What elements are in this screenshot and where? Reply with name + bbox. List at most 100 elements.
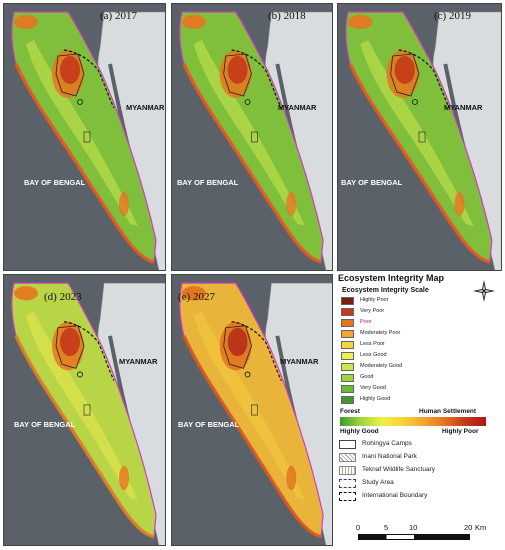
bay-of-bengal-label: BAY OF BENGAL — [341, 178, 403, 187]
myanmar-label: MYANMAR — [126, 103, 165, 112]
gradient-label-settlement: Human Settlement — [419, 408, 477, 415]
coastal-strip — [14, 63, 155, 264]
map-panel-2017: (a) 2017 MYANMAR BAY OF BENGAL — [3, 3, 166, 271]
coastal-strip — [182, 63, 322, 264]
legend-overlay-item: Inani National Park — [339, 452, 489, 464]
camp-marker — [244, 99, 251, 105]
gradient-label-highly-good: Highly Good — [340, 428, 379, 435]
legend-class-item: Less Good — [341, 351, 451, 361]
mid-integrity-zone — [193, 40, 306, 226]
camp-marker — [77, 99, 83, 105]
hotspot-core — [227, 56, 248, 84]
mid-integrity-zone — [360, 40, 474, 226]
panel-label: (d) 2023 — [44, 291, 82, 303]
legend-swatch — [341, 297, 354, 305]
legend-overlay-item: International Boundary — [339, 491, 489, 503]
hotspot-south — [286, 465, 297, 491]
legend-class-item: Moderately Good — [341, 362, 451, 372]
hotspot-south — [119, 192, 129, 216]
hotspot-core — [394, 56, 415, 84]
legend-title: Ecosystem Integrity Map — [338, 273, 445, 283]
legend-class-label: Highly Good — [360, 396, 391, 402]
myanmar-label: MYANMAR — [280, 357, 319, 366]
legend-class-label: Moderately Good — [360, 363, 403, 369]
map-panel-2019: (c) 2019 MYANMAR BAY OF BENGAL — [337, 3, 502, 271]
international-boundary — [231, 321, 282, 381]
camp-marker — [411, 99, 418, 105]
legend-swatch — [341, 363, 354, 371]
map-graphic — [11, 11, 165, 270]
hotspot-south — [119, 465, 129, 491]
sanctuary-marker — [83, 404, 91, 416]
national-park-swatch — [339, 453, 356, 462]
hotspot-north — [181, 286, 206, 301]
sanctuary-marker — [418, 131, 426, 143]
overlay-label: Inani National Park — [362, 453, 417, 460]
hotspot-north — [14, 286, 38, 301]
legend-swatch — [341, 319, 354, 327]
international-boundary — [63, 321, 115, 381]
bay-of-bengal-label: BAY OF BENGAL — [178, 420, 240, 429]
legend-swatch — [341, 330, 354, 338]
camps-outline — [390, 53, 420, 97]
sanctuary-marker — [83, 131, 91, 143]
camps-outline — [55, 325, 85, 369]
hotspot-north — [348, 15, 373, 29]
camps-outline — [55, 53, 85, 97]
legend-class-label: Very Poor — [360, 308, 385, 314]
camp-marker — [77, 371, 83, 378]
sanctuary-marker — [251, 404, 258, 416]
legend-class-item: Highly Good — [341, 395, 451, 405]
map-graphic — [11, 282, 165, 545]
scale-tick-label: 5 — [384, 523, 389, 532]
legend-swatch — [341, 374, 354, 382]
mid-integrity-zone — [193, 311, 306, 501]
hotspot-north — [14, 15, 38, 29]
camps-swatch — [339, 440, 356, 449]
legend-class-item: Good — [341, 373, 451, 383]
map-panel-2018: (b) 2018 MYANMAR BAY OF BENGAL — [171, 3, 333, 271]
coastal-strip — [182, 335, 322, 539]
hotspot-core — [60, 56, 80, 84]
scale-tick-label: 20 — [464, 523, 473, 532]
hotspot-south — [286, 192, 297, 216]
scale-unit-label: Km — [475, 523, 487, 532]
legend-scale-title: Ecosystem Integrity Scale — [342, 287, 429, 294]
legend-overlay-item: Rohingya Camps — [339, 439, 489, 451]
map-graphic — [179, 282, 332, 545]
legend: Ecosystem Integrity Map Ecosystem Integr… — [336, 272, 502, 548]
overlay-label: Teknaf Wildlife Sanctuary — [362, 466, 435, 473]
legend-swatch — [341, 341, 354, 349]
legend-class-item: Very Good — [341, 384, 451, 394]
legend-class-label: Less Good — [360, 352, 387, 358]
camps-outline — [223, 53, 252, 97]
legend-swatch — [341, 308, 354, 316]
map-panel-2027: (e) 2027 MYANMAR BAY OF BENGAL — [171, 274, 333, 546]
mid-integrity-zone — [26, 311, 138, 501]
hotspot-north — [181, 15, 206, 29]
bay-of-bengal-label: BAY OF BENGAL — [177, 178, 239, 187]
legend-swatch — [341, 385, 354, 393]
myanmar-label: MYANMAR — [278, 103, 317, 112]
scale-bar — [358, 534, 470, 540]
map-graphic — [345, 11, 501, 270]
international-boundary — [63, 49, 115, 109]
panel-label: (b) 2018 — [268, 10, 306, 22]
study-area-swatch — [339, 479, 356, 488]
coastal-strip — [348, 63, 491, 264]
scale-tick-label: 10 — [409, 523, 418, 532]
sanctuary-marker — [251, 131, 258, 143]
sanctuary-swatch — [339, 466, 356, 475]
panel-label: (c) 2019 — [434, 10, 471, 22]
legend-class-item: Poor — [341, 318, 451, 328]
legend-class-label: Highly Poor — [360, 297, 389, 303]
legend-class-label: Poor — [360, 319, 372, 325]
overlay-label: Rohingya Camps — [362, 440, 412, 447]
overlay-label: Study Area — [362, 479, 394, 486]
hotspot-core — [227, 327, 248, 357]
legend-class-item: Moderately Poor — [341, 329, 451, 339]
overlay-label: International Boundary — [362, 492, 428, 499]
hotspot-core — [60, 327, 80, 357]
international-boundary — [231, 49, 282, 109]
legend-class-item: Very Poor — [341, 307, 451, 317]
